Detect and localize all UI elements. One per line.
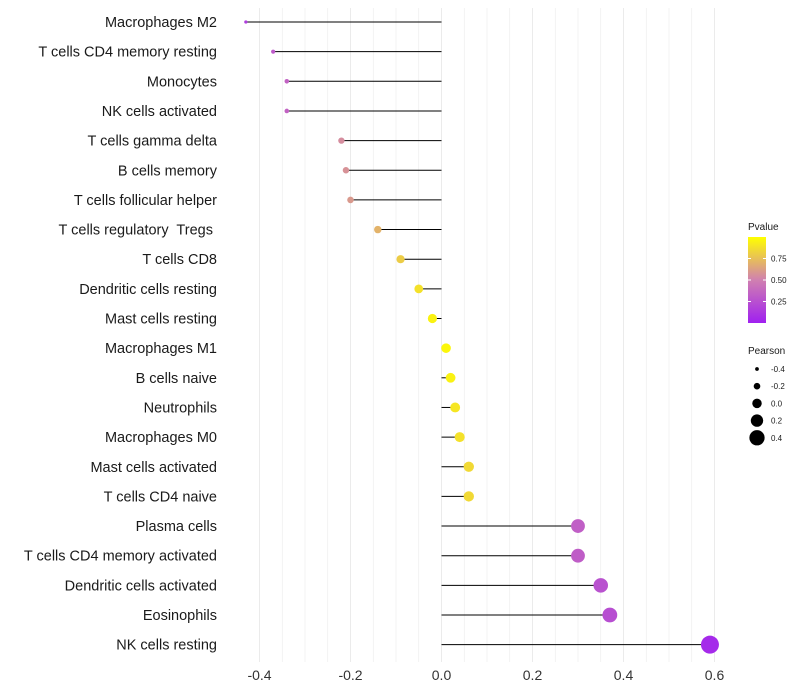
lollipop-dot [463,491,474,502]
pvalue-tick-label: 0.75 [771,255,787,264]
category-label: T cells regulatory Tregs [59,223,218,239]
category-label: T cells CD4 memory resting [38,45,217,61]
x-tick-label: 0.2 [523,667,543,683]
category-label: T cells CD8 [142,252,217,268]
category-label: Macrophages M1 [105,341,217,357]
lollipop-dot [374,225,382,234]
pvalue-tick-label: 0.50 [771,276,787,285]
pearson-size-label: 0.2 [771,417,783,426]
pearson-size-label: -0.2 [771,382,785,391]
lollipop-dot [571,548,585,563]
pearson-size-label: 0.4 [771,434,783,443]
category-label: B cells naive [136,371,217,387]
pearson-size-label: 0.0 [771,399,783,408]
lollipop-dot [463,461,474,472]
lollipop-dot [441,343,451,353]
lollipop-dot [700,635,719,654]
category-label: Macrophages M2 [105,15,217,31]
lollipop-dot [454,432,465,443]
category-label: T cells follicular helper [74,193,217,209]
pearson-size-label: -0.4 [771,365,785,374]
category-label: Monocytes [147,74,217,90]
category-label: T cells CD4 naive [104,489,217,505]
category-label: Neutrophils [144,400,217,416]
category-label: Dendritic cells activated [65,578,217,594]
pearson-legend: Pearson -0.4 -0.2 0.0 0.2 0.4 [748,346,785,446]
x-tick-label: 0.0 [432,667,452,683]
pearson-size-dot [750,414,764,427]
category-label: Mast cells activated [90,460,217,476]
x-tick-label: 0.4 [614,667,634,683]
category-label: B cells memory [118,163,218,179]
lollipop-dot [342,167,350,174]
lollipop-dot [396,255,405,264]
lollipop-dot [427,313,437,324]
lollipop-dot [450,402,461,413]
grid-lines [259,8,715,662]
pvalue-legend: Pvalue 0.25 0.50 0.75 [748,222,787,323]
lollipop-dot [602,607,618,623]
category-label: Macrophages M0 [105,430,217,446]
lollipop-dot [338,137,345,144]
lollipop-dot [284,108,290,114]
x-tick-label: -0.4 [247,667,271,683]
category-label: NK cells resting [116,638,217,654]
lollipop-dot [347,196,354,204]
pearson-size-dot [753,382,761,390]
lollipop-dot [571,519,585,533]
category-label: Eosinophils [143,608,217,624]
lollipop-dot [414,284,424,294]
category-labels: Macrophages M2 T cells CD4 memory resting… [24,15,218,654]
lollipop-dot [593,578,609,593]
x-tick-label: 0.6 [705,667,725,683]
lollipop-dot [284,79,290,84]
x-axis-ticks: -0.4 -0.2 0.0 0.2 0.4 0.6 [247,667,724,683]
category-label: Dendritic cells resting [79,282,217,298]
category-label: Mast cells resting [105,312,217,328]
lollipop-dot [271,49,276,54]
pearson-size-dot [752,398,762,409]
pvalue-legend-title: Pvalue [748,222,779,233]
lollipop-dots [244,20,719,654]
pvalue-tick-label: 0.25 [771,298,787,307]
x-tick-label: -0.2 [338,667,362,683]
lollipop-dot [445,372,456,383]
lollipop-stems [245,21,710,646]
pearson-size-dot [755,367,759,371]
category-label: T cells gamma delta [88,134,218,150]
category-label: NK cells activated [102,104,217,120]
pvalue-colorbar [748,237,766,323]
lollipop-dot [244,20,248,24]
category-label: T cells CD4 memory activated [24,549,217,565]
pearson-legend-title: Pearson [748,346,785,357]
category-label: Plasma cells [136,519,217,535]
pearson-size-dot [749,430,765,446]
